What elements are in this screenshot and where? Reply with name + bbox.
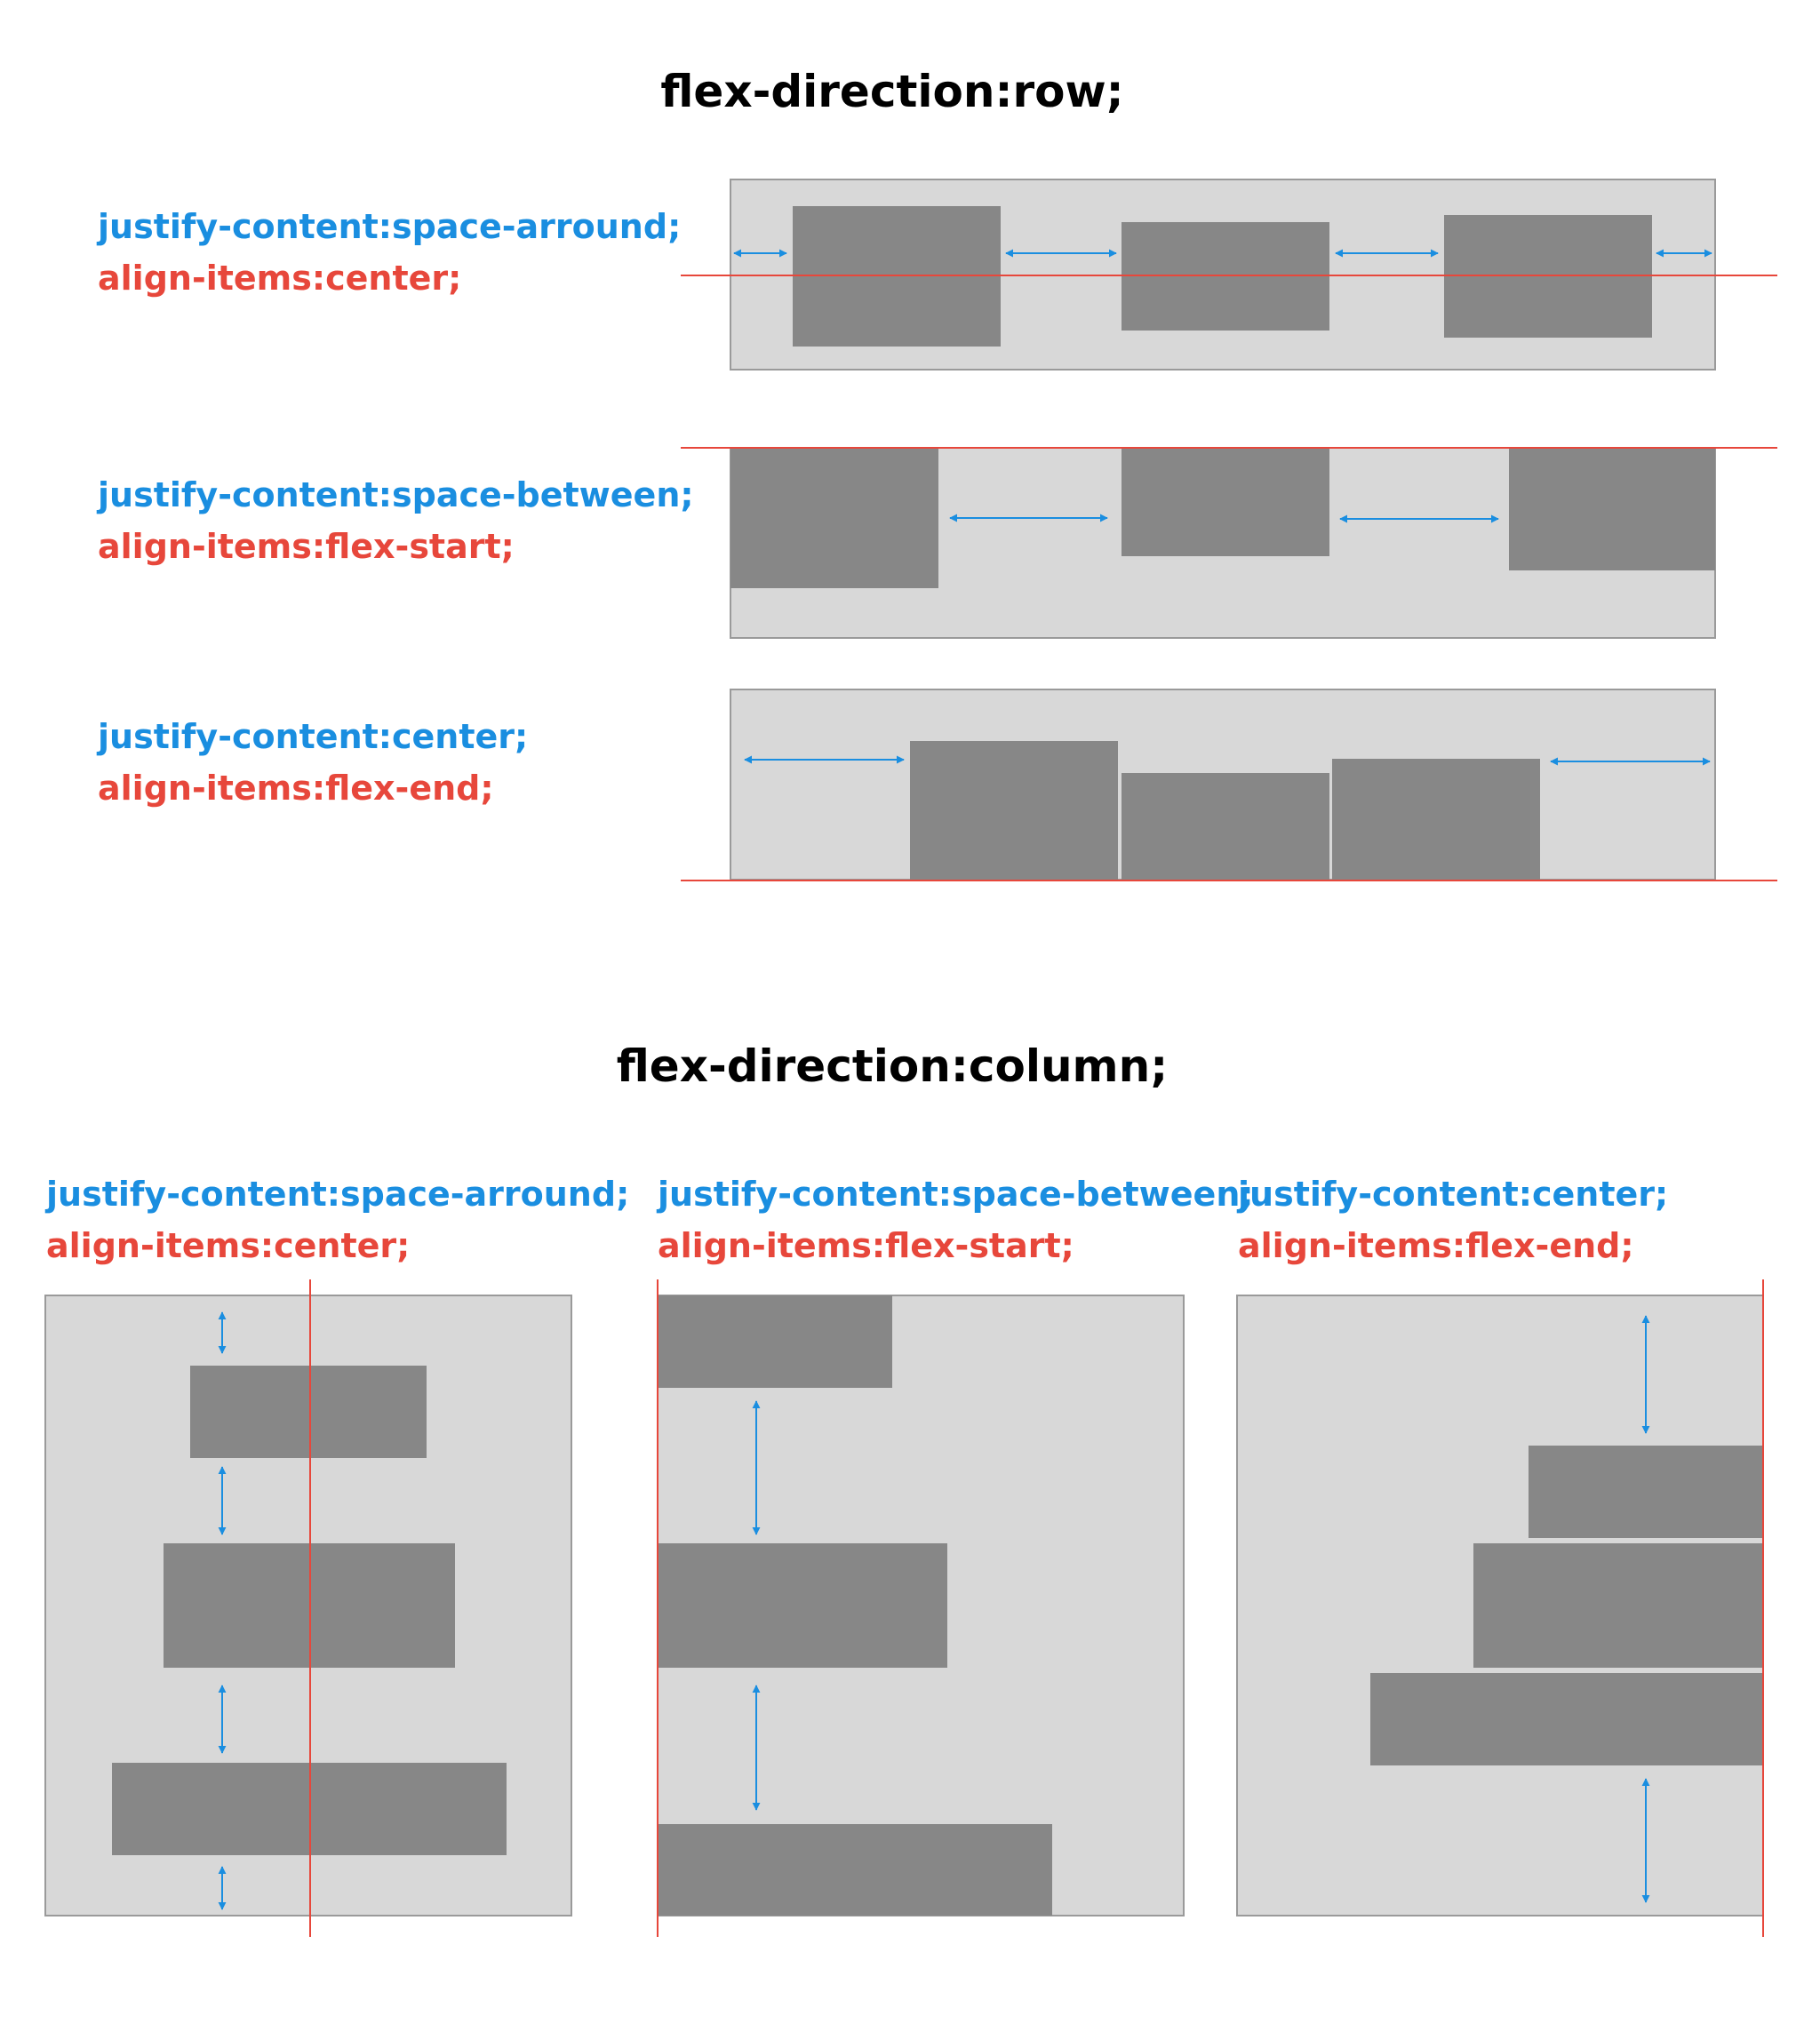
row-example-space-around: justify-content:space-arround; align-ite… xyxy=(96,179,1777,371)
row-example-space-between: justify-content:space-between; align-ite… xyxy=(96,447,1777,639)
justify-content-label: justify-content:space-between; xyxy=(656,1175,1254,1214)
flex-item xyxy=(1122,773,1329,880)
align-items-label: align-items:center; xyxy=(98,259,461,298)
row-section-title: flex-direction:row; xyxy=(660,66,1123,117)
align-items-label: align-items:flex-start; xyxy=(658,1226,1074,1265)
flex-item xyxy=(1509,448,1715,570)
justify-content-label: justify-content:space-arround; xyxy=(44,1175,629,1214)
flex-item xyxy=(658,1543,947,1668)
flex-item xyxy=(658,1824,1052,1916)
column-section-title: flex-direction:column; xyxy=(617,1040,1169,1092)
justify-content-label: justify-content:space-between; xyxy=(96,475,694,514)
flex-item xyxy=(910,741,1118,880)
align-items-label: align-items:flex-end; xyxy=(1238,1226,1634,1265)
align-items-label: align-items:flex-end; xyxy=(98,769,494,808)
justify-content-label: justify-content:center; xyxy=(96,717,528,756)
column-example-space-around: justify-content:space-arround; align-ite… xyxy=(44,1175,629,1937)
justify-content-label: justify-content:center; xyxy=(1236,1175,1668,1214)
align-items-label: align-items:center; xyxy=(46,1226,410,1265)
flex-item xyxy=(1370,1673,1763,1765)
flex-item xyxy=(730,448,938,588)
flex-item xyxy=(658,1295,892,1388)
flex-item xyxy=(1529,1446,1763,1538)
row-example-center: justify-content:center; align-items:flex… xyxy=(96,689,1777,881)
flex-item xyxy=(1122,448,1329,556)
flex-item xyxy=(1332,759,1540,880)
column-example-center: justify-content:center; align-items:flex… xyxy=(1236,1175,1764,1937)
column-example-space-between: justify-content:space-between; align-ite… xyxy=(656,1175,1254,1937)
align-items-label: align-items:flex-start; xyxy=(98,527,515,566)
flex-item xyxy=(190,1366,427,1458)
flex-item xyxy=(1473,1543,1763,1668)
justify-content-label: justify-content:space-arround; xyxy=(96,207,681,246)
